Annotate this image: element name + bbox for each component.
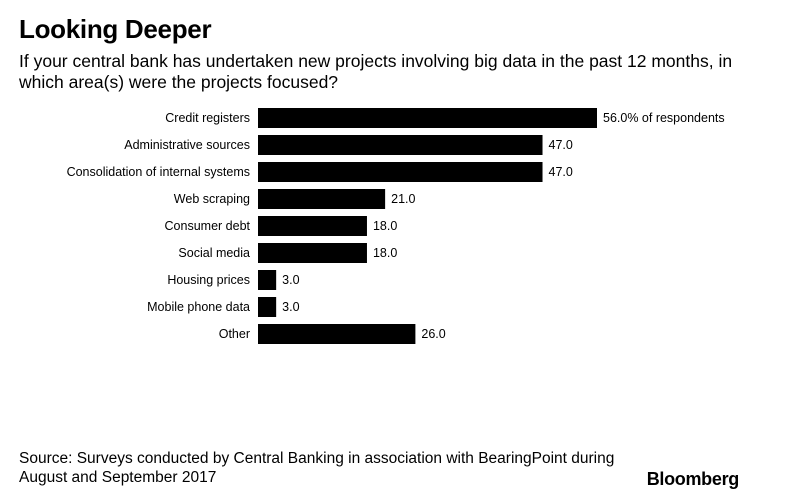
value-label: 3.0 xyxy=(282,273,299,287)
bar xyxy=(258,162,543,182)
category-label: Housing prices xyxy=(167,273,250,287)
bar xyxy=(258,324,416,344)
value-label: 47.0 xyxy=(549,165,573,179)
category-label: Consolidation of internal systems xyxy=(67,165,250,179)
bar xyxy=(258,297,277,317)
category-label: Social media xyxy=(178,246,250,260)
bar xyxy=(258,243,367,263)
category-label: Administrative sources xyxy=(124,138,250,152)
value-label: 47.0 xyxy=(549,138,573,152)
value-label: 26.0 xyxy=(421,327,445,341)
value-label: 18.0 xyxy=(373,246,397,260)
category-label: Mobile phone data xyxy=(147,300,250,314)
bar xyxy=(258,189,386,209)
bar xyxy=(258,270,277,290)
bloomberg-logo: Bloomberg xyxy=(646,469,740,489)
bar xyxy=(258,135,543,155)
value-label: 21.0 xyxy=(391,192,415,206)
chart-subtitle: If your central bank has undertaken new … xyxy=(19,51,733,92)
value-label: 3.0 xyxy=(282,300,299,314)
chart-title: Looking Deeper xyxy=(19,14,212,44)
value-label: 56.0% of respondents xyxy=(603,111,725,125)
category-label: Consumer debt xyxy=(165,219,251,233)
category-label: Credit registers xyxy=(165,111,250,125)
value-label: 18.0 xyxy=(373,219,397,233)
category-label: Other xyxy=(219,327,250,341)
category-label: Web scraping xyxy=(174,192,250,206)
source-note: Source: Surveys conducted by Central Ban… xyxy=(19,450,615,486)
bar xyxy=(258,216,367,236)
bar xyxy=(258,108,597,128)
